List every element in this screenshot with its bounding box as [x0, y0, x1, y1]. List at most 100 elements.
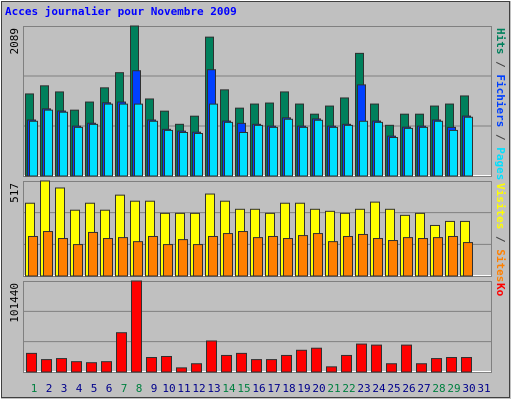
bar [191, 363, 202, 373]
x-tick-label: 3 [61, 382, 68, 395]
x-tick-label: 2 [46, 382, 53, 395]
bar [103, 238, 113, 277]
bar [134, 103, 143, 177]
x-tick-label: 19 [297, 382, 310, 395]
bar [43, 231, 53, 277]
bar [131, 280, 142, 373]
bar [236, 352, 247, 373]
bar [74, 126, 83, 177]
bar [238, 231, 248, 277]
x-tick-label: 17 [267, 382, 280, 395]
bar [239, 131, 248, 177]
bar [386, 363, 397, 373]
bar [58, 238, 68, 277]
x-tick-label: 30 [462, 382, 475, 395]
legend-entry: Hits [494, 28, 507, 55]
legend-entry: Visites [494, 183, 507, 229]
x-tick-label: 27 [417, 382, 430, 395]
bar [431, 358, 442, 373]
x-tick-label: 10 [162, 382, 175, 395]
bar [59, 111, 68, 177]
x-tick-label: 24 [372, 382, 386, 395]
bar [163, 244, 173, 277]
bar [418, 238, 428, 277]
legend-entry: Pages [494, 147, 507, 180]
bar [71, 361, 82, 373]
bar [56, 358, 67, 373]
bar [374, 121, 383, 177]
legend: Visites / Sites [494, 183, 507, 282]
x-tick-label: 29 [447, 382, 460, 395]
bar [326, 366, 337, 373]
bar [149, 120, 158, 177]
x-tick-label: 5 [91, 382, 98, 395]
x-tick-label: 9 [151, 382, 158, 395]
x-tick-label: 13 [207, 382, 220, 395]
bar [416, 363, 427, 373]
bar [311, 347, 322, 373]
bar [176, 367, 187, 373]
x-tick-label: 31 [477, 382, 490, 395]
x-tick-label: 23 [357, 382, 370, 395]
bar [29, 120, 38, 177]
bar [133, 241, 143, 277]
bar [146, 357, 157, 373]
x-tick-label: 8 [136, 382, 143, 395]
x-tick-label: 4 [76, 382, 83, 395]
y-tick-label: 2089 [8, 28, 21, 55]
y-tick-label: 101440 [8, 283, 21, 323]
bar [89, 123, 98, 177]
bar [44, 109, 53, 177]
bar [148, 235, 158, 277]
bar [28, 235, 38, 277]
bar [314, 119, 323, 177]
bar [206, 340, 217, 373]
legend-entry: Fichiers [494, 74, 507, 127]
legend: Ko [494, 283, 507, 297]
bar [299, 126, 308, 177]
bar [116, 332, 127, 373]
x-tick-label: 28 [432, 382, 445, 395]
bar [358, 233, 368, 277]
bar [328, 241, 338, 277]
bar [164, 129, 173, 177]
x-tick-label: 16 [252, 382, 265, 395]
bar [41, 359, 52, 373]
bar [356, 343, 367, 373]
panel [23, 281, 492, 373]
x-tick-label: 7 [121, 382, 128, 395]
legend-separator: / [494, 55, 507, 75]
bar [344, 124, 353, 177]
bar [371, 344, 382, 373]
x-tick-label: 11 [177, 382, 190, 395]
bar [296, 349, 307, 373]
x-tick-label: 6 [106, 382, 113, 395]
bar [86, 362, 97, 373]
bar [178, 239, 188, 277]
bar [101, 361, 112, 373]
bar [373, 238, 383, 277]
bar [341, 354, 352, 373]
bar [329, 126, 338, 177]
bar [224, 121, 233, 177]
x-tick-label: 1 [31, 382, 38, 395]
y-tick-label: 517 [8, 183, 21, 203]
bar [88, 231, 98, 277]
bar [161, 355, 172, 373]
bar [434, 120, 443, 177]
bar [26, 352, 37, 373]
bar [403, 237, 413, 277]
x-tick-label: 20 [312, 382, 325, 395]
bar [266, 359, 277, 373]
x-tick-label: 18 [282, 382, 295, 395]
legend-entry: Sites [494, 249, 507, 282]
bar [388, 240, 398, 277]
bar [281, 354, 292, 373]
bar [449, 129, 458, 177]
bar [194, 132, 203, 177]
bar [223, 233, 233, 277]
bar [269, 126, 278, 177]
bar [253, 237, 263, 277]
bar [298, 235, 308, 277]
